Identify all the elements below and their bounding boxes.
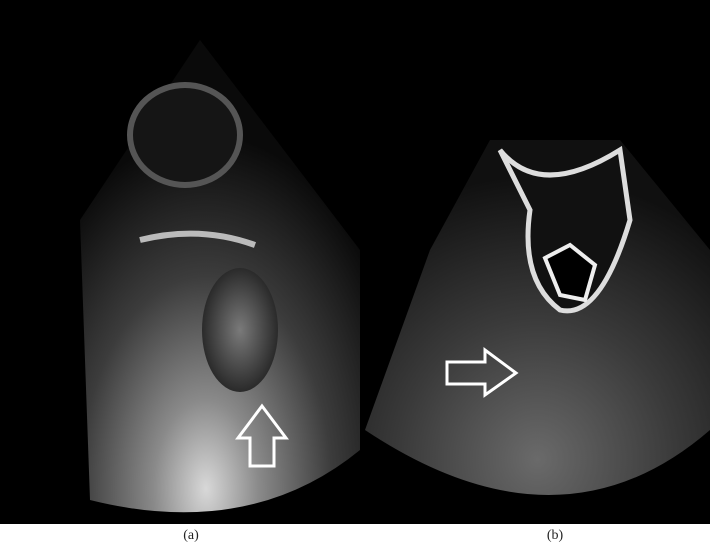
valve-echo <box>139 230 257 248</box>
heart-chamber <box>497 145 633 314</box>
echo-images <box>0 0 710 524</box>
valve-echo <box>542 242 598 303</box>
caption: (a) <box>183 528 199 543</box>
arrow-up <box>235 403 289 468</box>
arrow-right <box>445 347 519 398</box>
mass <box>202 268 278 392</box>
caption: (b) <box>546 528 564 543</box>
heart-structure <box>127 82 243 188</box>
